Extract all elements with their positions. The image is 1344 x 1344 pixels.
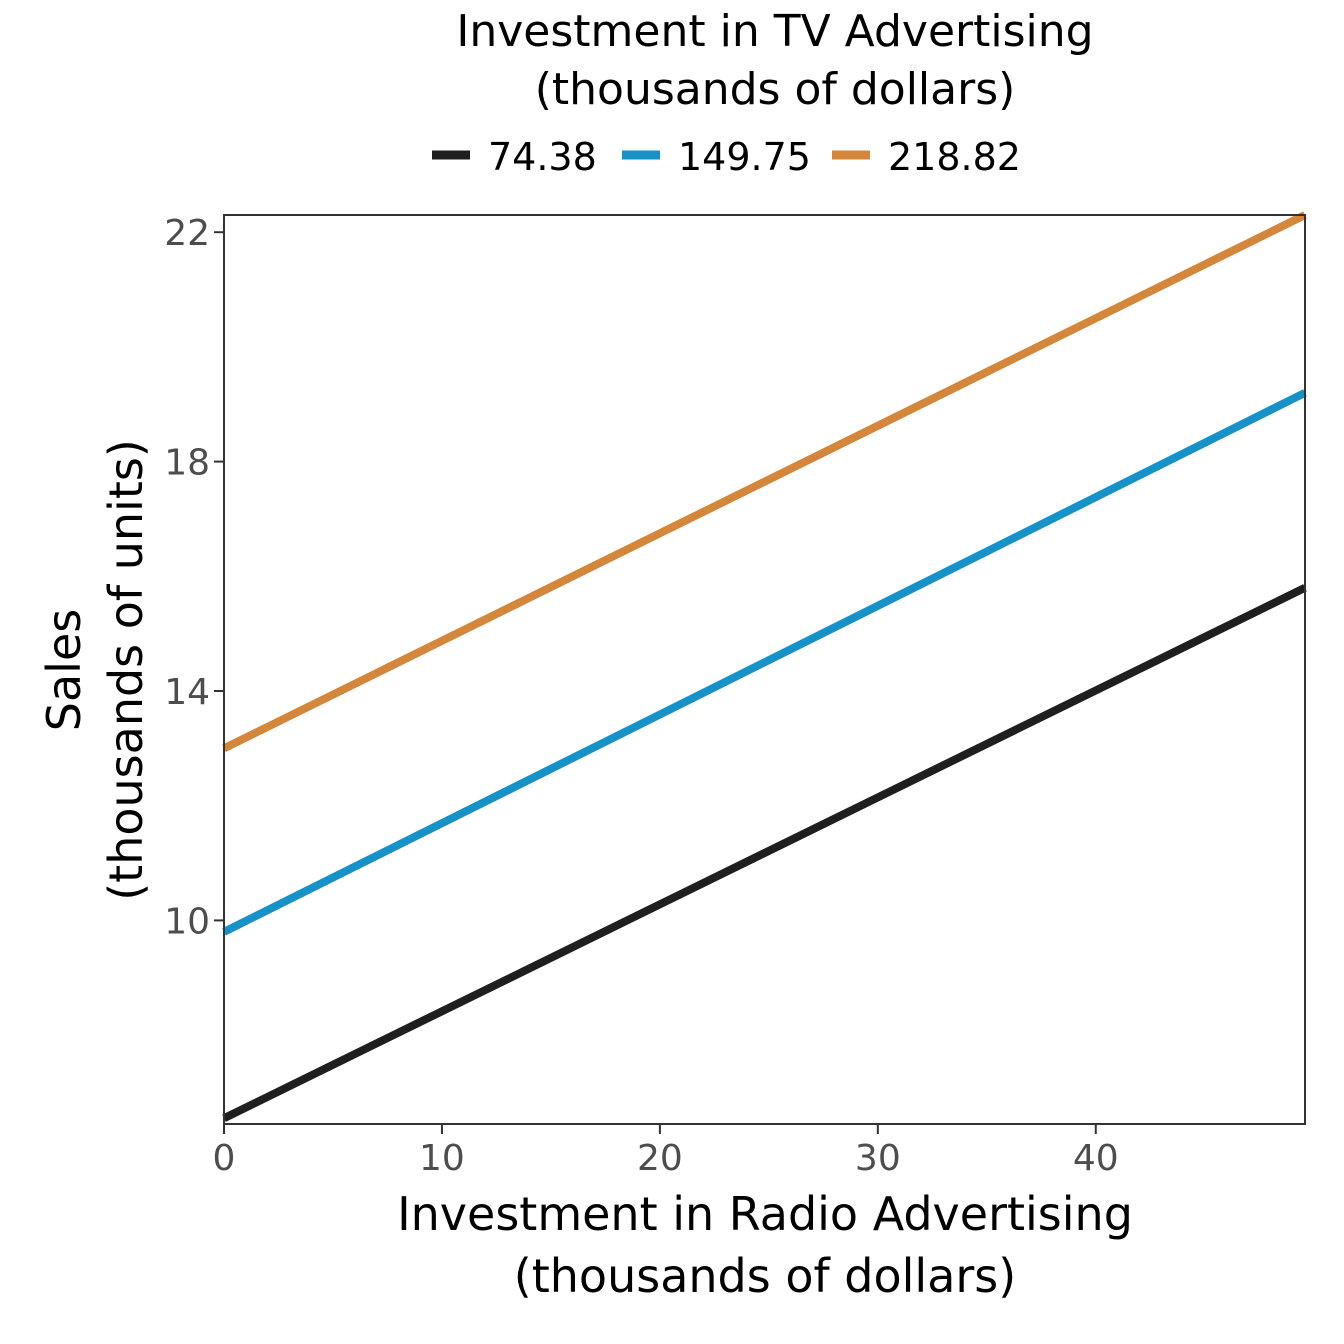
series-line-149.75 [222, 389, 1307, 936]
legend-title-line-2: (thousands of dollars) [535, 64, 1016, 115]
y-tick-label: 14 [164, 672, 210, 713]
y-axis-title: Sales (thousands of units) [37, 439, 153, 901]
y-tick-label: 22 [164, 213, 210, 254]
x-axis-title-line-2: (thousands of dollars) [514, 1249, 1016, 1303]
x-axis: 0 10 20 30 40 [213, 1124, 1119, 1179]
series-line-74.38 [222, 584, 1307, 1122]
plot-frame [223, 214, 1306, 1125]
y-tick-label: 18 [164, 443, 210, 484]
y-tick-label: 10 [164, 901, 210, 942]
x-axis-title-line-1: Investment in Radio Advertising [397, 1187, 1133, 1241]
plot-area [222, 211, 1307, 1125]
y-axis: 10 14 18 22 [164, 213, 224, 942]
x-tick-label: 20 [637, 1138, 683, 1179]
x-tick-label: 10 [419, 1138, 465, 1179]
series-line-218.82 [222, 211, 1307, 752]
legend-items: 74.38 149.75 218.82 [432, 135, 1021, 179]
legend: Investment in TV Advertising (thousands … [432, 6, 1094, 179]
x-tick-label: 40 [1073, 1138, 1119, 1179]
legend-label-218.82: 218.82 [888, 135, 1021, 179]
legend-label-74.38: 74.38 [488, 135, 597, 179]
y-axis-title-line-1: Sales [37, 609, 91, 731]
legend-title-line-1: Investment in TV Advertising [456, 6, 1093, 57]
x-tick-label: 0 [213, 1138, 236, 1179]
x-tick-label: 30 [855, 1138, 901, 1179]
series-lines [222, 211, 1307, 1122]
legend-label-149.75: 149.75 [678, 135, 811, 179]
y-axis-title-line-2: (thousands of units) [99, 439, 153, 901]
